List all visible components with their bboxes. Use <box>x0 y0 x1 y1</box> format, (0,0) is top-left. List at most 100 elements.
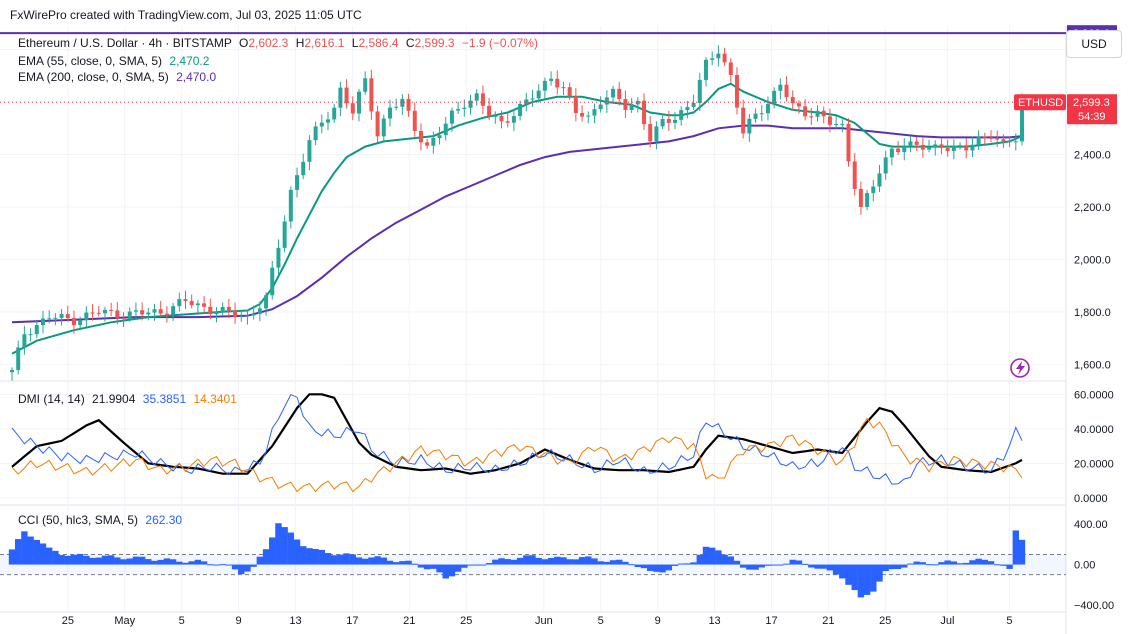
cci-bar <box>473 564 480 566</box>
candle-body <box>233 310 238 317</box>
tradingview-lightning-icon[interactable] <box>1010 358 1030 378</box>
cci-bar <box>963 562 970 565</box>
price-tick-label: 1,800.0 <box>1074 307 1111 319</box>
cci-bar <box>678 563 685 565</box>
cci-bar <box>665 564 673 571</box>
candle-body <box>164 313 169 315</box>
cci-bar <box>808 564 815 568</box>
cci-bar <box>783 563 790 565</box>
cci-bar <box>566 559 573 565</box>
candle-body <box>214 312 219 315</box>
cci-bar <box>876 564 883 582</box>
cci-bar <box>33 539 40 565</box>
candle-body <box>387 107 392 119</box>
cci-bar <box>1000 564 1007 566</box>
chart-credit: FxWirePro created with TradingView.com, … <box>10 8 362 22</box>
cci-bar <box>758 564 765 568</box>
di-plus-line <box>11 393 1023 485</box>
cci-bar <box>950 561 958 565</box>
cci-bar <box>739 564 747 568</box>
change-value: −1.9 (−0.07%) <box>461 36 538 50</box>
candle-body <box>487 105 492 117</box>
cci-bar <box>281 527 288 565</box>
time-tick-label: 9 <box>236 615 242 627</box>
cci-bar <box>721 554 728 565</box>
candle-body <box>121 317 126 319</box>
candle-body <box>642 100 647 125</box>
candle-body <box>834 123 839 125</box>
candle-body <box>406 98 411 111</box>
candle-body <box>567 87 572 97</box>
cci-bar <box>622 561 629 565</box>
candle-body <box>691 102 696 107</box>
candle-body <box>877 173 882 187</box>
candle-body <box>40 318 45 326</box>
candle-body <box>964 145 969 151</box>
cci-bar <box>541 559 549 565</box>
candle-body <box>734 74 739 108</box>
candle-body <box>356 91 361 114</box>
cci-bar <box>671 564 679 566</box>
time-tick-label: May <box>114 615 135 627</box>
cci-bar <box>938 562 945 565</box>
cci-bar <box>578 557 586 565</box>
candle-body <box>920 144 925 150</box>
candle-body <box>511 116 516 123</box>
cci-bar <box>120 559 127 565</box>
cci-bar <box>417 564 425 568</box>
candle-body <box>152 309 157 313</box>
cci-bar <box>752 564 759 570</box>
cci-bar <box>132 556 140 565</box>
symbol-badge-label: ETHUSD <box>1018 97 1063 109</box>
candle-body <box>1013 141 1018 143</box>
currency-button[interactable]: USD <box>1066 30 1122 58</box>
candle-body <box>71 318 76 326</box>
cci-bar <box>932 564 939 566</box>
cci-tick-label: 0.00 <box>1074 560 1095 572</box>
candle-body <box>858 188 863 207</box>
candle-body <box>518 103 523 117</box>
candle-body <box>59 313 64 318</box>
cci-bar <box>256 556 264 565</box>
ema200-legend[interactable]: EMA (200, close, 0, SMA, 5) 2,470.0 <box>18 70 217 84</box>
candle-body <box>765 103 770 114</box>
candle-body <box>53 317 58 319</box>
cci-bar <box>392 562 400 565</box>
candle-body <box>493 115 498 117</box>
cci-bar <box>851 564 858 591</box>
cci-legend[interactable]: CCI (50, hlc3, SMA, 5) 262.30 <box>18 513 183 527</box>
cci-bar <box>832 564 840 575</box>
candle-body <box>468 100 473 108</box>
cci-bar <box>27 536 34 565</box>
candle-body <box>951 146 956 151</box>
cci-bar <box>386 560 394 565</box>
cci-bar <box>107 555 115 565</box>
candle-body <box>480 93 485 106</box>
cci-bar <box>1012 530 1020 565</box>
cci-bar <box>76 553 84 565</box>
price-tick-label: 2,400.0 <box>1074 149 1111 161</box>
candle-body <box>803 106 808 117</box>
cci-bar <box>200 561 208 565</box>
dmi-legend[interactable]: DMI (14, 14) 21.9904 35.3851 14.3401 <box>18 392 237 406</box>
candle-body <box>542 80 547 91</box>
candle-body <box>34 325 39 335</box>
candle-body <box>958 145 963 147</box>
last-price-badge <box>1067 94 1117 125</box>
candle-body <box>189 300 194 306</box>
main-legend[interactable]: Ethereum / U.S. Dollar · 4h · BITSTAMP O… <box>18 36 538 50</box>
cci-bar <box>163 558 171 565</box>
ema55-legend[interactable]: EMA (55, close, 0, SMA, 5) 2,470.2 <box>18 54 210 68</box>
candle-body <box>815 110 820 117</box>
symbol-title[interactable]: Ethereum / U.S. Dollar · 4h · BITSTAMP <box>18 36 232 50</box>
cci-bar <box>801 563 809 565</box>
cci-bar <box>461 564 468 568</box>
candle-body <box>846 123 851 162</box>
cci-bar <box>640 564 648 569</box>
candle-body <box>821 110 826 117</box>
candle-body <box>796 103 801 107</box>
candle-body <box>449 110 454 124</box>
candle-body <box>790 97 795 104</box>
cci-bar <box>70 554 78 565</box>
